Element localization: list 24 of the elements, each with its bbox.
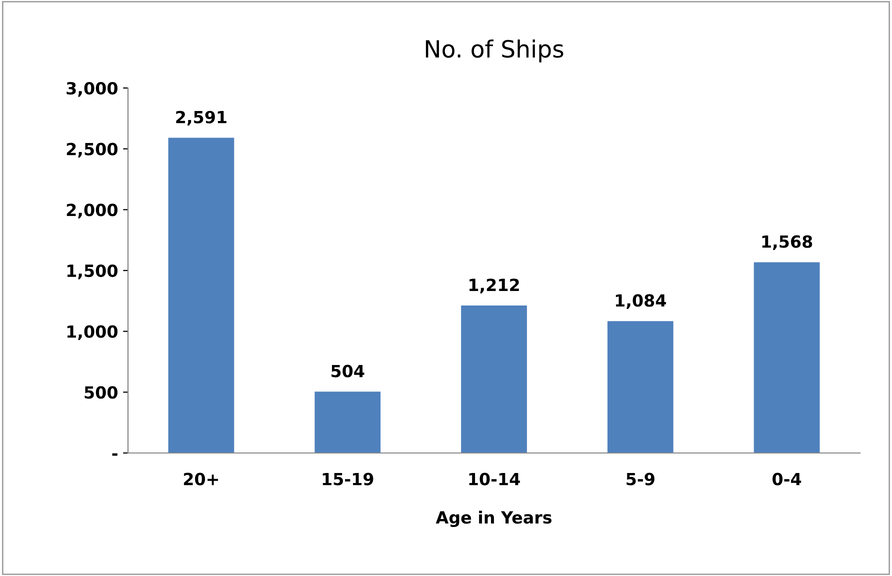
y-tick-label: 2,500 [66, 142, 118, 158]
bar [168, 138, 234, 453]
y-tick-label: 1,500 [67, 264, 118, 280]
y-tick-label: 3,000 [66, 82, 118, 97]
y-tick-label: 500 [84, 386, 118, 399]
x-tick-label: 0-4 [772, 472, 802, 486]
bar [607, 321, 674, 453]
data-label: 504 [331, 364, 364, 378]
chart-title: No. of Ships [426, 40, 564, 62]
data-label: 1,212 [470, 278, 519, 294]
bar [461, 306, 527, 453]
data-label: 1,084 [616, 294, 666, 309]
x-tick-label: 10-14 [469, 472, 520, 486]
x-tick-label: 5-9 [626, 472, 654, 486]
bar [754, 262, 820, 453]
y-tick-label: 1,000 [67, 325, 118, 340]
data-label: 2,591 [176, 110, 226, 126]
y-tick-label: - [112, 453, 118, 456]
x-tick-label: 15-19 [322, 472, 374, 486]
y-tick-label: 2,000 [66, 204, 118, 218]
data-label: 1,568 [762, 235, 812, 250]
x-axis-title: Age in Years [436, 510, 552, 528]
bar [314, 392, 381, 453]
x-tick-label: 20+ [184, 472, 218, 486]
